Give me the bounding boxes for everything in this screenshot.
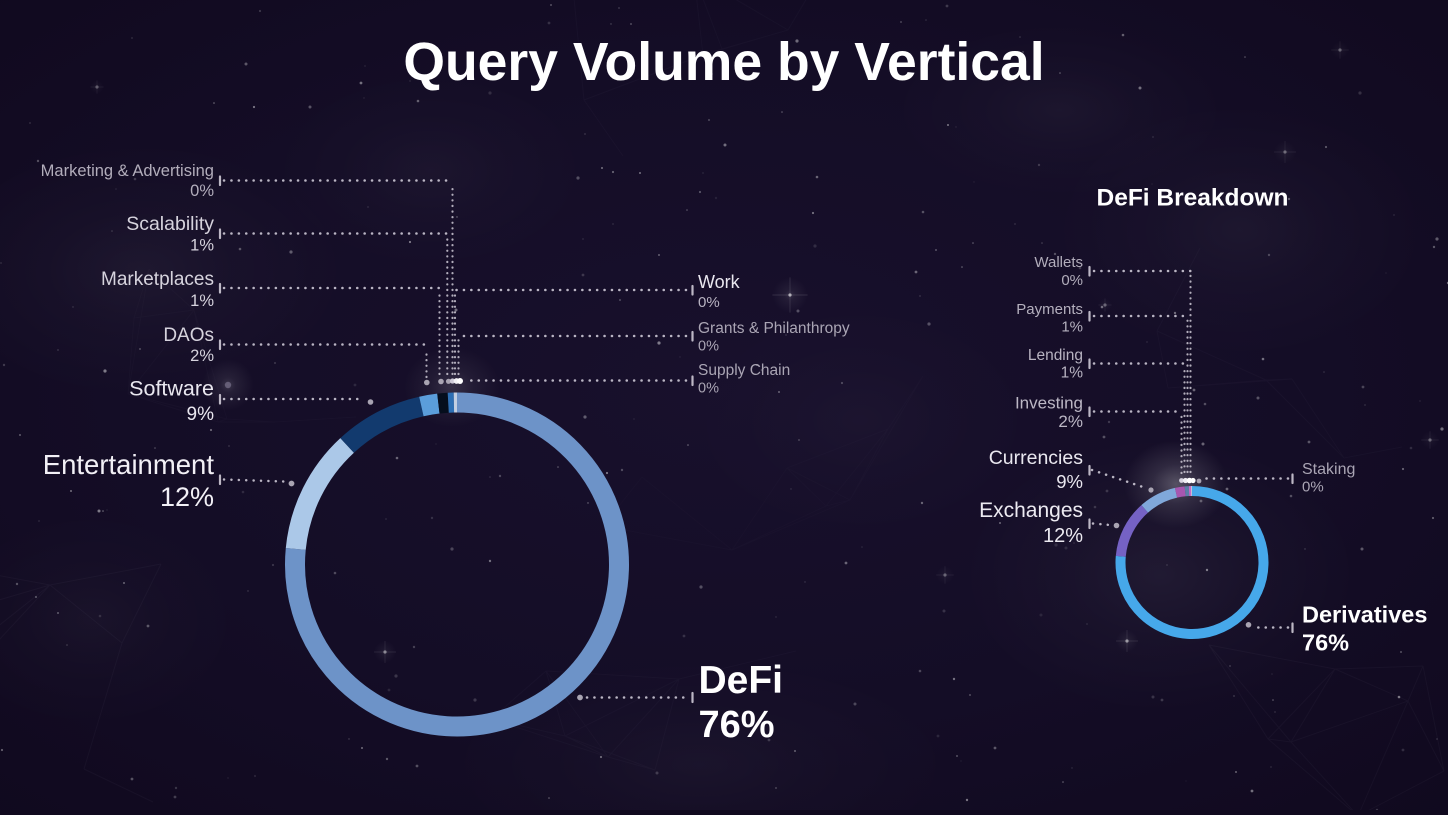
svg-text:1%: 1% [190, 237, 214, 255]
svg-text:DAOs: DAOs [163, 325, 214, 346]
svg-text:Grants & Philanthropy: Grants & Philanthropy [698, 320, 850, 337]
svg-text:Currencies: Currencies [989, 447, 1084, 469]
svg-text:76%: 76% [1302, 630, 1349, 656]
svg-text:2%: 2% [1058, 412, 1083, 431]
svg-text:9%: 9% [1056, 471, 1083, 492]
svg-text:DeFi: DeFi [699, 659, 784, 702]
svg-text:0%: 0% [698, 339, 719, 355]
svg-text:9%: 9% [187, 404, 215, 425]
svg-text:0%: 0% [1302, 479, 1324, 496]
svg-text:Software: Software [129, 377, 214, 401]
svg-text:Marketplaces: Marketplaces [101, 269, 214, 290]
svg-text:12%: 12% [1043, 525, 1083, 547]
svg-text:12%: 12% [160, 482, 214, 512]
svg-text:Entertainment: Entertainment [43, 449, 215, 480]
svg-text:Wallets: Wallets [1034, 254, 1083, 271]
svg-text:0%: 0% [190, 182, 214, 200]
svg-text:Derivatives: Derivatives [1302, 602, 1427, 628]
svg-text:Exchanges: Exchanges [979, 499, 1083, 522]
svg-text:Query Volume by Vertical: Query Volume by Vertical [403, 33, 1044, 92]
svg-text:1%: 1% [1061, 365, 1084, 382]
svg-text:Supply Chain: Supply Chain [698, 362, 790, 379]
svg-text:0%: 0% [1061, 272, 1083, 289]
svg-text:Marketing & Advertising: Marketing & Advertising [41, 162, 214, 180]
svg-text:1%: 1% [190, 292, 214, 310]
svg-text:Staking: Staking [1302, 461, 1355, 478]
svg-text:2%: 2% [190, 347, 214, 365]
svg-text:76%: 76% [699, 704, 775, 746]
svg-text:Scalability: Scalability [126, 213, 214, 235]
svg-text:DeFi Breakdown: DeFi Breakdown [1097, 185, 1289, 212]
svg-text:Lending: Lending [1028, 347, 1083, 364]
svg-text:0%: 0% [698, 294, 720, 311]
svg-text:Investing: Investing [1015, 394, 1083, 413]
svg-text:Work: Work [698, 272, 741, 292]
svg-text:0%: 0% [698, 381, 719, 397]
svg-text:1%: 1% [1061, 319, 1083, 336]
svg-text:Payments: Payments [1016, 301, 1083, 318]
